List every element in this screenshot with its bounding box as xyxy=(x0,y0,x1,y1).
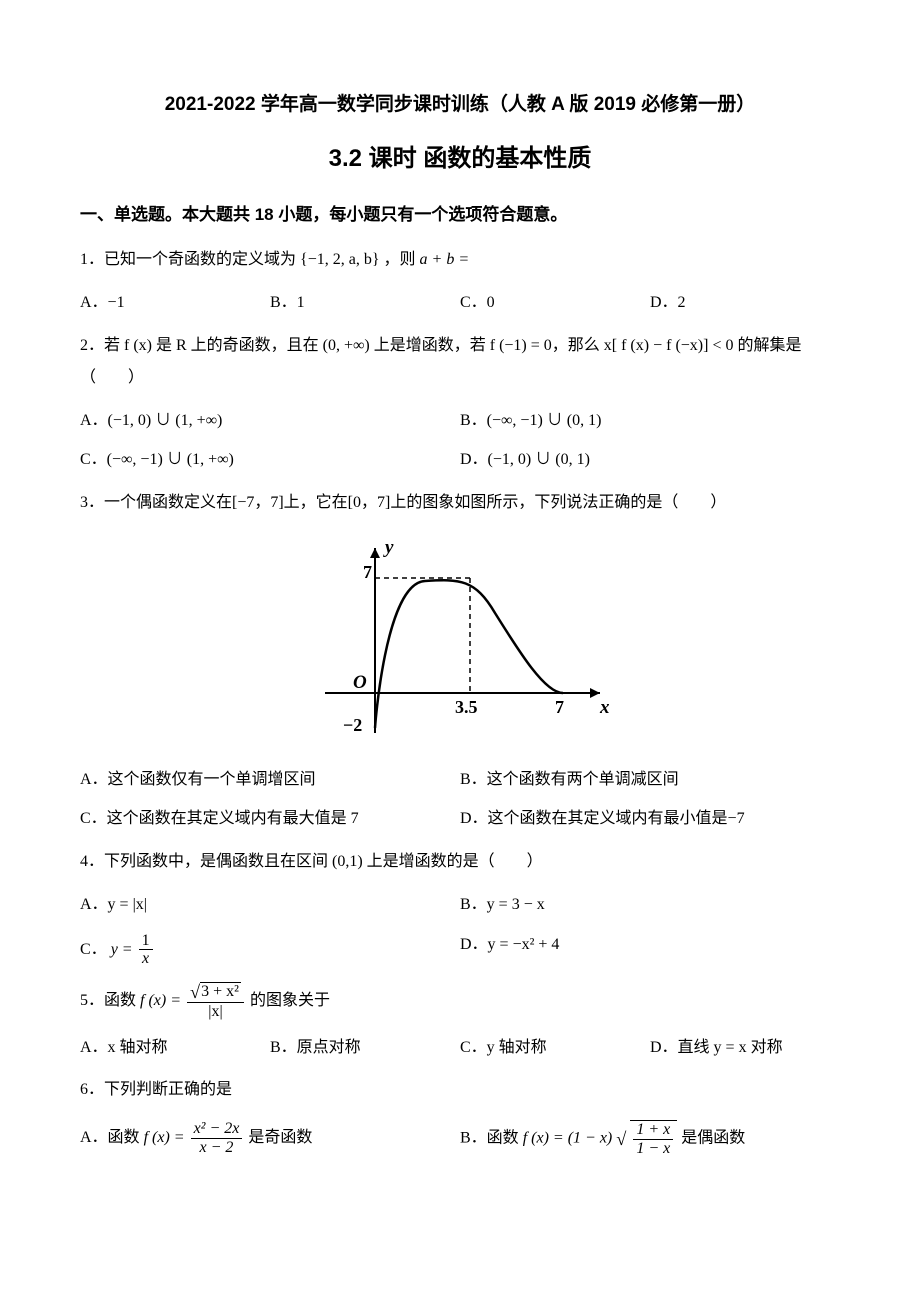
question-5: 5．函数 f (x) = 3 + x² |x| 的图象关于 xyxy=(80,982,840,1021)
q5-pre: 5．函数 xyxy=(80,992,140,1009)
q5-opt-a: A．x 轴对称 xyxy=(80,1035,270,1061)
q2-opt-d: D．(−1, 0) ∪ (0, 1) xyxy=(460,447,840,473)
q4-opt-b: B．y = 3 − x xyxy=(460,892,840,918)
q4-opt-c: C． y = 1 x xyxy=(80,932,460,968)
q6a-frac: x² − 2x x − 2 xyxy=(191,1120,243,1156)
question-6: 6．下列判断正确的是 xyxy=(80,1074,840,1106)
q2-opt-c: C．(−∞, −1) ∪ (1, +∞) xyxy=(80,447,460,473)
origin: O xyxy=(353,672,367,693)
page-header: 2021-2022 学年高一数学同步课时训练（人教 A 版 2019 必修第一册… xyxy=(80,90,840,120)
q1-stem-mid: ，则 xyxy=(384,251,416,268)
q1-options: A．−1 B．1 C．0 D．2 xyxy=(80,290,840,316)
q3-opt-c: C．这个函数在其定义域内有最大值是 7 xyxy=(80,806,460,832)
q6-options-row1: A．函数 f (x) = x² − 2x x − 2 是奇函数 B．函数 f (… xyxy=(80,1120,840,1157)
q6a-post: 是奇函数 xyxy=(248,1129,312,1146)
q6b-label: B．函数 xyxy=(460,1129,523,1146)
q1-opt-a: A．−1 xyxy=(80,290,270,316)
q2-options-row1: A．(−1, 0) ∪ (1, +∞) B．(−∞, −1) ∪ (0, 1) xyxy=(80,408,840,434)
page-title: 3.2 课时 函数的基本性质 xyxy=(80,140,840,178)
q3-opt-b: B．这个函数有两个单调减区间 xyxy=(460,767,840,793)
q6b-num: 1 + x xyxy=(633,1121,673,1139)
q5-opt-b: B．原点对称 xyxy=(270,1035,460,1061)
q4c-den: x xyxy=(139,949,153,968)
q6b-sqrt: 1 + x 1 − x xyxy=(616,1120,677,1157)
q4c-pre: y = xyxy=(111,940,137,957)
question-1: 1．已知一个奇函数的定义域为 {−1, 2, a, b} ，则 a + b = xyxy=(80,244,840,276)
section-heading: 一、单选题。本大题共 18 小题，每小题只有一个选项符合题意。 xyxy=(80,201,840,228)
q1-set: {−1, 2, a, b} xyxy=(300,251,379,268)
q3-graph: 7 −2 O 3.5 7 x y xyxy=(305,533,615,753)
q5-options: A．x 轴对称 B．原点对称 C．y 轴对称 D．直线 y = x 对称 xyxy=(80,1035,840,1061)
q4-options-row2: C． y = 1 x D．y = −x² + 4 xyxy=(80,932,840,968)
q2-options-row2: C．(−∞, −1) ∪ (1, +∞) D．(−1, 0) ∪ (0, 1) xyxy=(80,447,840,473)
q6b-radicand: 1 + x 1 − x xyxy=(630,1120,677,1157)
q4c-label: C． xyxy=(80,940,107,957)
q4c-frac: 1 x xyxy=(139,932,153,968)
q1-stem-pre: 1．已知一个奇函数的定义域为 xyxy=(80,251,296,268)
q3-options-row1: A．这个函数仅有一个单调增区间 B．这个函数有两个单调减区间 xyxy=(80,767,840,793)
ytick-7: 7 xyxy=(363,562,372,582)
q6b-frac: 1 + x 1 − x xyxy=(633,1121,673,1157)
q6b-den: 1 − x xyxy=(633,1139,673,1158)
q6b-feq: f (x) = (1 − x) xyxy=(523,1129,613,1146)
x-axis-arrow xyxy=(590,688,600,698)
q3-options-row2: C．这个函数在其定义域内有最大值是 7 D．这个函数在其定义域内有最小值是−7 xyxy=(80,806,840,832)
q6b-post: 是偶函数 xyxy=(681,1129,745,1146)
q6a-num: x² − 2x xyxy=(191,1120,243,1138)
q3-opt-a: A．这个函数仅有一个单调增区间 xyxy=(80,767,460,793)
q5-feq: f (x) = xyxy=(140,992,185,1009)
ytick-m2: −2 xyxy=(343,715,362,735)
q4-opt-d: D．y = −x² + 4 xyxy=(460,932,840,968)
q5-opt-d: D．直线 y = x 对称 xyxy=(650,1035,840,1061)
q6a-label: A．函数 xyxy=(80,1129,144,1146)
q5-post: 的图象关于 xyxy=(250,992,330,1009)
question-4: 4．下列函数中，是偶函数且在区间 (0,1) 上是增函数的是（ ） xyxy=(80,846,840,878)
y-label: y xyxy=(383,537,394,558)
q3-graph-wrap: 7 −2 O 3.5 7 x y xyxy=(80,533,840,753)
q4-options-row1: A．y = |x| B．y = 3 − x xyxy=(80,892,840,918)
q6-opt-b: B．函数 f (x) = (1 − x) 1 + x 1 − x 是偶函数 xyxy=(460,1120,840,1157)
q6-opt-a: A．函数 f (x) = x² − 2x x − 2 是奇函数 xyxy=(80,1120,460,1157)
q3-opt-d: D．这个函数在其定义域内有最小值是−7 xyxy=(460,806,840,832)
y-axis-arrow xyxy=(370,548,380,558)
q2-opt-a: A．(−1, 0) ∪ (1, +∞) xyxy=(80,408,460,434)
q5-sqrt: 3 + x² xyxy=(190,982,241,1002)
question-3: 3．一个偶函数定义在[−7，7]上，它在[0，7]上的图象如图所示，下列说法正确… xyxy=(80,487,840,519)
q1-opt-d: D．2 xyxy=(650,290,840,316)
q5-opt-c: C．y 轴对称 xyxy=(460,1035,650,1061)
q5-den: |x| xyxy=(187,1002,244,1021)
q5-num: 3 + x² xyxy=(187,982,244,1002)
q4-opt-a: A．y = |x| xyxy=(80,892,460,918)
q6a-den: x − 2 xyxy=(191,1138,243,1157)
x-label: x xyxy=(599,697,610,718)
q2-opt-b: B．(−∞, −1) ∪ (0, 1) xyxy=(460,408,840,434)
xtick-7: 7 xyxy=(555,697,564,717)
q1-expr: a + b = xyxy=(420,251,470,268)
q4c-num: 1 xyxy=(139,932,153,950)
q1-opt-b: B．1 xyxy=(270,290,460,316)
q5-frac: 3 + x² |x| xyxy=(187,982,244,1021)
q6a-feq: f (x) = xyxy=(144,1129,189,1146)
question-2: 2．若 f (x) 是 R 上的奇函数，且在 (0, +∞) 上是增函数，若 f… xyxy=(80,330,840,394)
xtick-3-5: 3.5 xyxy=(455,697,478,717)
q1-opt-c: C．0 xyxy=(460,290,650,316)
q5-radicand: 3 + x² xyxy=(200,982,241,1001)
